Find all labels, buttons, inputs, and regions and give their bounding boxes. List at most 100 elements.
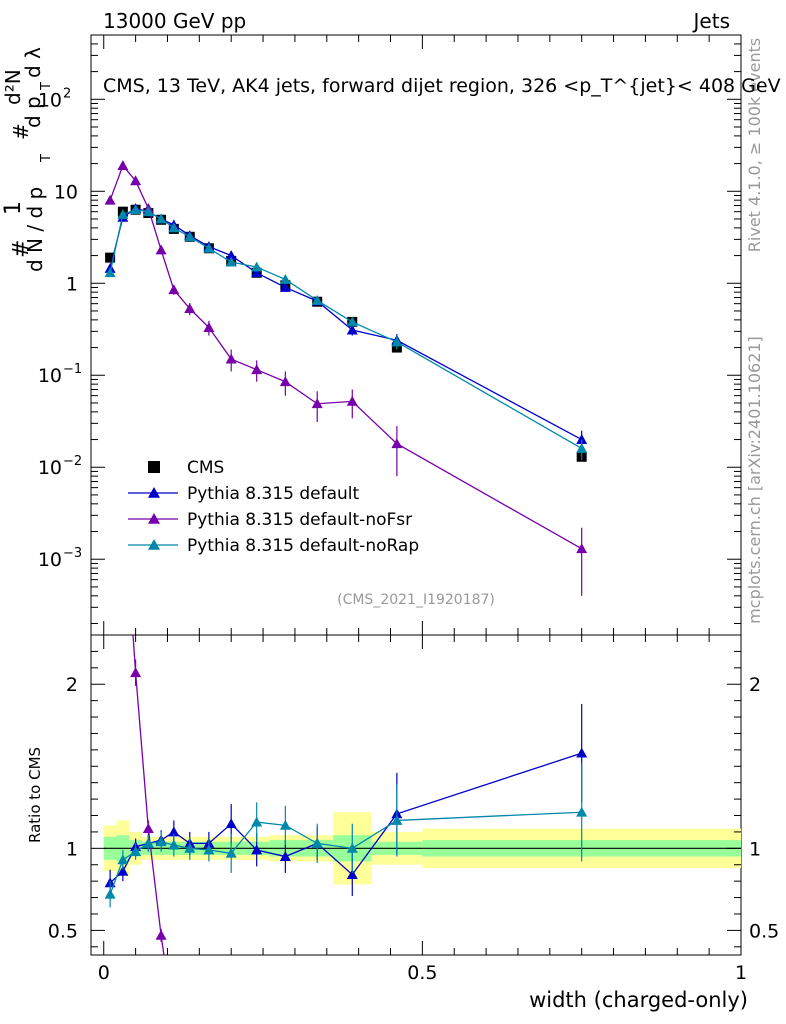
main-point (142, 206, 154, 217)
ratio-point (184, 842, 196, 853)
ratio-point (279, 851, 291, 861)
ratio-point (168, 839, 180, 850)
chart-title: CMS, 13 TeV, AK4 jets, forward dijet reg… (103, 75, 781, 97)
ratio-point (311, 837, 323, 848)
ratio-point (251, 816, 263, 827)
main-ytick-label-1: 10 (38, 457, 62, 479)
main-point (391, 438, 403, 449)
ylabel-sub-t-1: T (39, 154, 54, 163)
ratio-ytick-label-left-0: 0.5 (48, 920, 78, 942)
main-ytick-exp-2: −1 (63, 362, 82, 377)
ratio-point (142, 823, 154, 834)
ratio-axis-ticks: 0.5 0.51 12 20 0.5 1 (48, 650, 779, 984)
legend-marker-2 (148, 513, 160, 524)
main-point (130, 175, 142, 186)
ratio-point (576, 747, 588, 758)
ratio-point (130, 846, 142, 857)
ylabel-hash-2: # (9, 123, 33, 140)
main-point (104, 194, 116, 205)
ratio-ytick-label-left-2: 2 (66, 674, 78, 696)
main-point (279, 376, 291, 387)
ratio-point (391, 814, 403, 825)
main-point (203, 242, 215, 253)
ratio-ylabel: Ratio to CMS (26, 747, 44, 843)
main-point (225, 250, 237, 260)
ylabel-hash-1: # (9, 240, 34, 258)
main-point (346, 395, 358, 406)
main-point (251, 364, 263, 375)
legend-label-3: Pythia 8.315 default-noRap (187, 536, 419, 556)
legend-label-0: CMS (187, 458, 224, 478)
ratio-series-2 (104, 763, 588, 908)
ratio-point (576, 806, 588, 817)
xtick-label-1: 0.5 (407, 962, 437, 984)
ratio-point (142, 837, 154, 848)
main-point (576, 434, 588, 444)
ratio-point (117, 482, 128, 492)
x-axis-label: width (charged-only) (529, 988, 748, 1012)
ylabel-sub-t-2: T (39, 82, 54, 91)
main-point (130, 204, 142, 215)
main-ytick-exp-0: −3 (63, 546, 82, 561)
ylabel-dlambda: d λ (21, 47, 45, 78)
ratio-point (168, 826, 180, 837)
main-ytick-label-0: 10 (38, 549, 62, 571)
main-series (104, 160, 588, 596)
main-point (168, 222, 180, 233)
ratio-point (104, 888, 116, 899)
main-series-line-3 (109, 209, 583, 450)
ylabel-d2n: d²N (1, 69, 25, 105)
legend-entry-2: Pythia 8.315 default-noFsr (128, 510, 412, 530)
main-point (576, 442, 588, 453)
header-left: 13000 GeV pp (103, 9, 246, 33)
main-point (251, 261, 263, 272)
legend-marker-0 (148, 461, 160, 473)
main-point (117, 208, 129, 219)
ratio-point (279, 819, 291, 830)
main-point (117, 160, 129, 171)
ratio-ytick-label-right-0: 0.5 (749, 920, 779, 942)
main-ytick-label-4: 10 (54, 181, 78, 203)
main-ytick-exp-5: 2 (63, 86, 71, 101)
legend: CMS Pythia 8.315 default Pythia 8.315 defa… (128, 458, 419, 556)
ratio-point (130, 667, 142, 678)
main-point (311, 294, 323, 305)
ratio-ytick-label-right-1: 1 (749, 838, 761, 860)
main-point (346, 324, 358, 335)
legend-marker-1 (148, 487, 160, 498)
main-series-3 (104, 204, 588, 460)
ratio-series-line-1 (132, 635, 165, 955)
xtick-label-2: 1 (735, 962, 747, 984)
main-series-0 (105, 204, 587, 462)
main-point (391, 336, 403, 347)
main-point (225, 256, 237, 267)
ratio-point (162, 974, 173, 984)
main-series-2 (104, 160, 588, 596)
main-point (155, 244, 167, 255)
ratio-point (346, 869, 358, 879)
ratio-point (117, 854, 129, 865)
ylabel-one: 1 (1, 201, 26, 215)
ratio-point (346, 842, 358, 853)
main-ytick-label-5: 10 (38, 89, 62, 111)
legend-marker-3 (148, 539, 160, 550)
mcplots-label: mcplots.cern.ch [arXiv:2401.10621] (745, 336, 764, 624)
ylabel-dpt: d p (21, 96, 45, 128)
main-point (155, 213, 167, 224)
ratio-point (117, 865, 129, 876)
main-ytick-label-3: 1 (66, 273, 78, 295)
ratio-series-1 (117, 482, 173, 984)
main-point (104, 267, 116, 278)
main-point (184, 303, 196, 314)
ratio-point (225, 818, 237, 829)
ratio-point (251, 844, 263, 855)
legend-label-2: Pythia 8.315 default-noFsr (187, 510, 412, 530)
legend-label-1: Pythia 8.315 default (187, 484, 360, 504)
main-point (279, 273, 291, 284)
main-ytick-label-2: 10 (38, 365, 62, 387)
ratio-point (203, 844, 215, 855)
ratio-ytick-label-left-1: 1 (66, 838, 78, 860)
ratio-point (155, 836, 167, 847)
